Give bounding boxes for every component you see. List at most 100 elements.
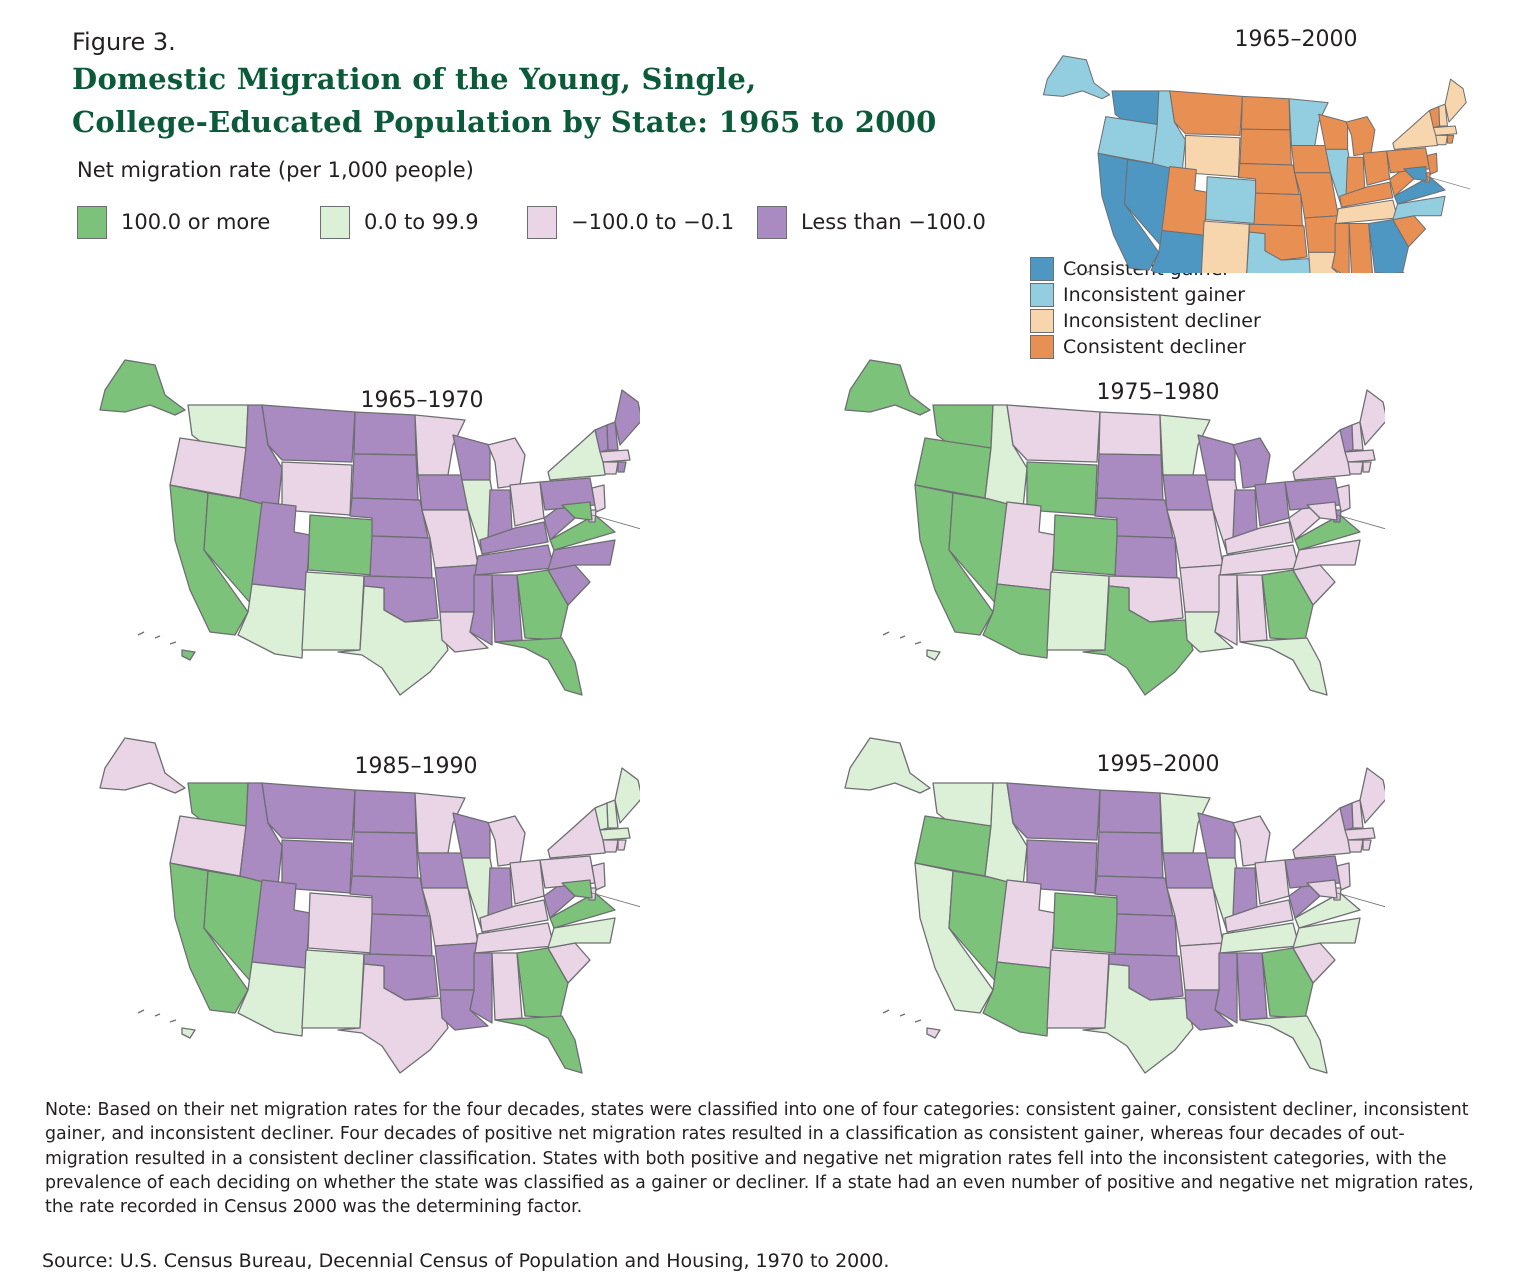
state-wisconsin — [452, 812, 491, 859]
state-massachusetts — [1344, 449, 1376, 463]
state-kentucky — [479, 899, 549, 933]
state-hawaii — [137, 631, 196, 661]
state-rhode-island — [1446, 134, 1455, 144]
state-iowa — [1162, 852, 1214, 889]
state-alaska — [844, 737, 931, 794]
state-connecticut — [1347, 839, 1364, 853]
state-kansas — [1114, 913, 1178, 957]
state-kansas — [369, 535, 433, 579]
state-alabama — [1236, 952, 1268, 1021]
state-ohio — [1254, 481, 1290, 527]
state-alabama — [1236, 574, 1268, 643]
state-north-dakota — [353, 411, 417, 456]
state-north-carolina — [1292, 539, 1361, 571]
state-rhode-island — [1362, 839, 1372, 851]
state-kentucky — [1339, 181, 1394, 208]
state-georgia — [1368, 219, 1409, 273]
rate-legend-swatch — [527, 205, 557, 239]
map-1965-1970: DC — [70, 350, 640, 705]
rate-legend-title: Net migration rate (per 1,000 people) — [77, 158, 474, 182]
state-kansas — [369, 913, 433, 957]
figure-title-line2: College-Educated Population by State: 19… — [72, 105, 937, 139]
state-minnesota — [1159, 414, 1211, 476]
state-utah — [996, 501, 1056, 591]
map-svg: DC — [1042, 55, 1470, 273]
state-utah — [996, 879, 1056, 969]
state-mississippi — [469, 574, 493, 646]
dc-leader-line — [1336, 514, 1385, 530]
rate-legend-label: Less than −100.0 — [801, 210, 986, 234]
state-arkansas — [1179, 564, 1224, 613]
state-georgia — [1261, 947, 1314, 1019]
category-legend-item: Inconsistent gainer — [1030, 282, 1261, 308]
state-new-jersey — [591, 862, 606, 891]
state-michigan — [487, 815, 526, 867]
state-alabama — [491, 574, 523, 643]
state-montana — [1006, 404, 1101, 463]
state-montana — [1169, 90, 1243, 136]
state-new-jersey — [1426, 152, 1438, 175]
rate-legend-label: −100.0 to −0.1 — [571, 210, 735, 234]
state-iowa — [417, 474, 469, 511]
state-georgia — [1261, 569, 1314, 641]
map-title-1965-1970: 1965–1970 — [360, 388, 484, 413]
state-iowa — [1162, 474, 1214, 511]
state-kansas — [1253, 192, 1303, 227]
dc-leader-line — [1336, 892, 1385, 908]
map-summary-1965-2000: DC — [1020, 48, 1470, 273]
map-svg: DC — [99, 737, 640, 1074]
map-title-1995-2000: 1995–2000 — [1096, 752, 1220, 777]
category-legend-swatch — [1030, 335, 1054, 359]
map-svg: DC — [844, 737, 1385, 1074]
state-alabama — [1348, 222, 1373, 273]
state-minnesota — [1159, 792, 1211, 854]
category-legend-swatch — [1030, 257, 1054, 281]
figure-title-line1: Domestic Migration of the Young, Single, — [72, 62, 757, 96]
state-montana — [1006, 782, 1101, 841]
state-michigan — [487, 437, 526, 489]
state-wisconsin — [452, 434, 491, 481]
state-kentucky — [1224, 899, 1294, 933]
category-legend-label: Inconsistent decliner — [1063, 310, 1261, 332]
state-arkansas — [434, 564, 479, 613]
dc-leader-line — [591, 514, 640, 530]
state-kentucky — [479, 521, 549, 555]
state-south-dakota — [1239, 128, 1292, 166]
state-texas — [337, 585, 449, 696]
state-new-hampshire — [606, 421, 619, 451]
map-title-1985-1990: 1985–1990 — [354, 754, 478, 779]
state-new-jersey — [1336, 484, 1351, 513]
state-new-hampshire — [1351, 421, 1364, 451]
state-connecticut — [602, 461, 619, 475]
state-maine — [614, 767, 640, 824]
map-1995-2000: DC — [815, 728, 1385, 1083]
state-mississippi — [469, 952, 493, 1024]
state-montana — [261, 782, 356, 841]
rate-legend-swatch — [77, 205, 107, 239]
state-michigan — [1232, 815, 1271, 867]
state-virginia — [549, 514, 616, 551]
state-virginia — [1393, 176, 1446, 205]
state-florida — [494, 637, 583, 696]
state-ohio — [509, 481, 545, 527]
state-ohio — [1362, 150, 1391, 186]
state-south-dakota — [1096, 831, 1164, 879]
rate-legend-item-high: 100.0 or more — [77, 204, 270, 240]
state-kansas — [1114, 535, 1178, 579]
state-maryland — [1403, 166, 1428, 182]
state-north-dakota — [353, 789, 417, 834]
state-mississippi — [1331, 222, 1350, 273]
state-rhode-island — [617, 839, 627, 851]
state-maine — [1359, 389, 1385, 446]
state-new-mexico — [1046, 949, 1110, 1029]
category-legend-item: Consistent decliner — [1030, 334, 1261, 360]
state-alaska — [1042, 55, 1111, 100]
category-legend-swatch — [1030, 283, 1054, 307]
state-georgia — [516, 947, 569, 1019]
rate-legend-item-very-negative: Less than −100.0 — [757, 204, 986, 240]
state-maine — [1444, 78, 1467, 123]
state-michigan — [1232, 437, 1271, 489]
state-montana — [261, 404, 356, 463]
state-wisconsin — [1318, 113, 1349, 150]
state-utah — [1161, 166, 1208, 236]
